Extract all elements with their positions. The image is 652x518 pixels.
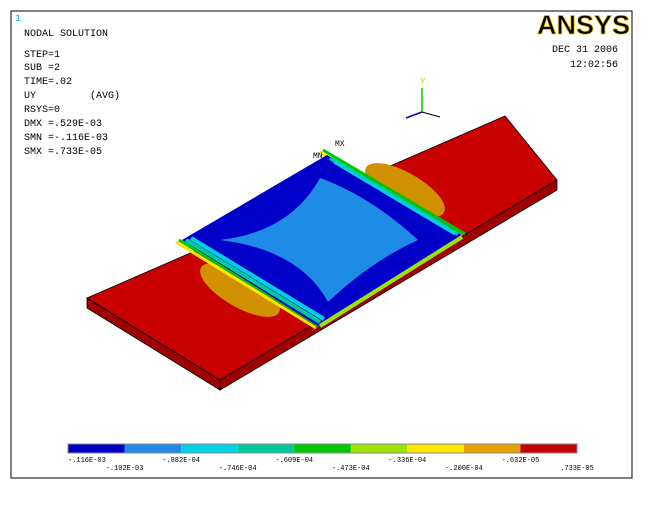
legend-label: -.473E-04 — [332, 465, 370, 473]
max-marker: MX — [335, 140, 345, 149]
logo: ANSYS — [537, 10, 630, 40]
legend-swatch — [463, 444, 521, 453]
info-averaging: (AVG) — [90, 90, 120, 102]
contour — [184, 238, 322, 324]
clock: 12:02:56 — [570, 60, 618, 71]
info-rsys: RSYS=0 — [24, 105, 60, 116]
contour — [220, 178, 418, 302]
legend-label: -.116E-03 — [68, 457, 106, 465]
min-marker: MN — [313, 152, 323, 161]
legend-label: -.746E-04 — [219, 465, 257, 473]
contour — [200, 263, 280, 317]
legend-swatch — [520, 444, 577, 453]
legend: -.116E-03-.102E-03 -.882E-04 -.746E-04 -.60… — [67, 443, 594, 473]
axis-triad: Y — [405, 77, 441, 119]
legend-label: -.102E-03 — [106, 465, 144, 473]
date: DEC 31 2006 — [552, 45, 618, 56]
info-smx: SMX =.733E-05 — [24, 147, 102, 158]
info-step: STEP=1 — [24, 50, 60, 61]
info-sub: SUB =2 — [24, 63, 60, 74]
info-smn: SMN =-.116E-03 — [24, 133, 108, 144]
legend-swatch — [407, 444, 464, 453]
legend-swatch — [237, 444, 295, 453]
axis-label: Y — [420, 77, 426, 87]
legend-label: .733E-05 — [560, 465, 594, 473]
contour — [365, 163, 445, 217]
legend-swatch — [294, 444, 351, 453]
legend-swatch — [350, 444, 408, 453]
info-time: TIME=.02 — [24, 77, 72, 88]
legend-swatch — [181, 444, 238, 453]
contour — [333, 160, 456, 236]
legend-label: -.336E-04 — [388, 457, 426, 465]
contour — [175, 240, 317, 330]
legend-swatch — [124, 444, 182, 453]
legend-label: -.609E-04 — [275, 457, 313, 465]
info-quantity: UY — [24, 91, 36, 102]
info-dmx: DMX =.529E-03 — [24, 119, 102, 130]
legend-label: -.882E-04 — [162, 457, 200, 465]
window-number: 1 — [15, 14, 21, 25]
legend-label: -.632E-05 — [502, 457, 540, 465]
contour — [318, 235, 464, 328]
contour — [189, 236, 326, 321]
model — [86, 115, 558, 391]
legend-swatch — [68, 444, 125, 453]
axis-x — [421, 111, 441, 118]
contour — [322, 148, 466, 236]
legend-border — [67, 443, 578, 454]
info-title: NODAL SOLUTION — [24, 29, 108, 40]
axis-z — [405, 111, 423, 119]
legend-label: -.200E-04 — [445, 465, 483, 473]
